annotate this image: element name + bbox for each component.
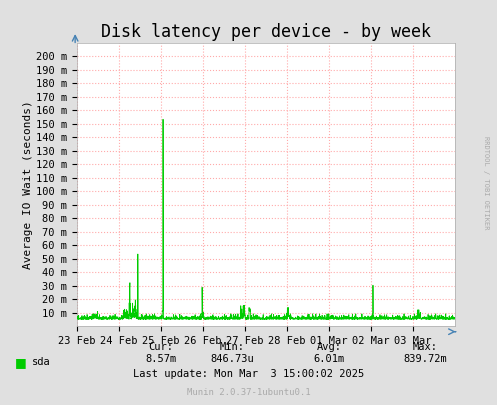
Text: 839.72m: 839.72m — [404, 354, 447, 364]
Text: Min:: Min: — [220, 342, 245, 352]
Text: Max:: Max: — [413, 342, 438, 352]
Title: Disk latency per device - by week: Disk latency per device - by week — [101, 23, 431, 41]
Text: sda: sda — [32, 358, 51, 367]
Text: Avg:: Avg: — [317, 342, 341, 352]
Text: 6.01m: 6.01m — [313, 354, 344, 364]
Text: RRDTOOL / TOBI OETIKER: RRDTOOL / TOBI OETIKER — [483, 136, 489, 229]
Text: Munin 2.0.37-1ubuntu0.1: Munin 2.0.37-1ubuntu0.1 — [187, 388, 310, 397]
Text: Last update: Mon Mar  3 15:00:02 2025: Last update: Mon Mar 3 15:00:02 2025 — [133, 369, 364, 379]
Text: Cur:: Cur: — [149, 342, 173, 352]
Text: 846.73u: 846.73u — [210, 354, 254, 364]
Text: 8.57m: 8.57m — [145, 354, 176, 364]
Y-axis label: Average IO Wait (seconds): Average IO Wait (seconds) — [23, 100, 33, 269]
Text: ■: ■ — [15, 356, 27, 369]
